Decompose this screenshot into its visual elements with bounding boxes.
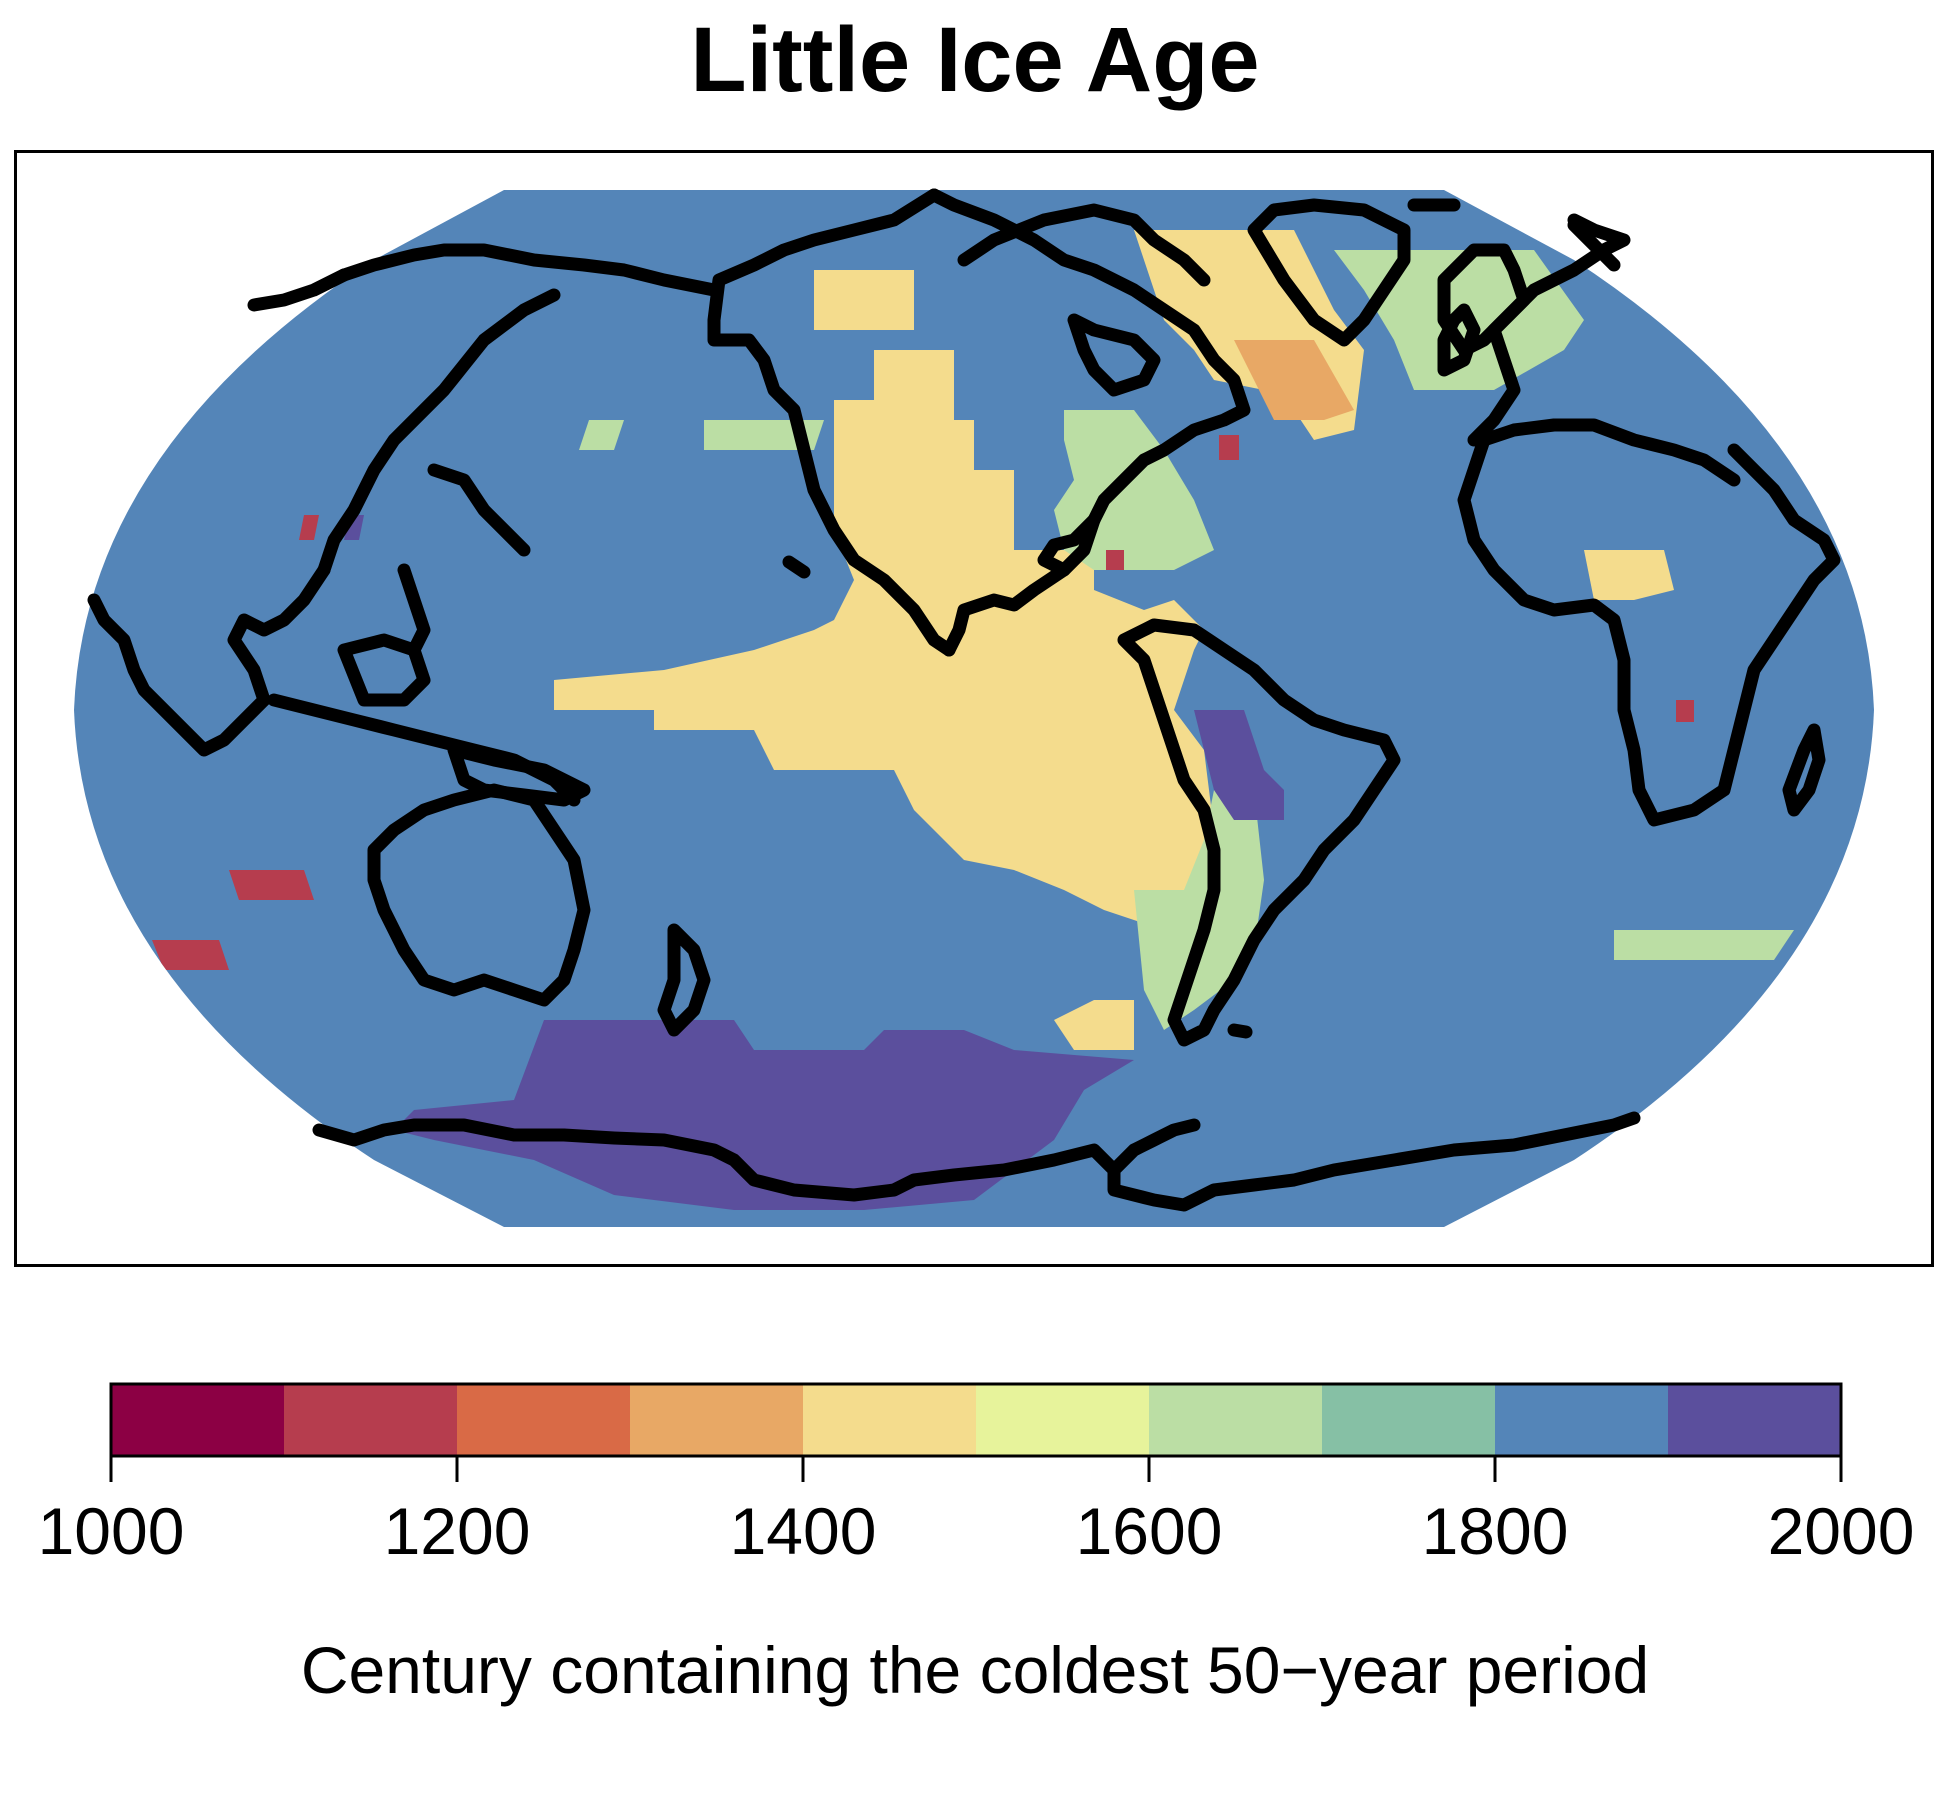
map-title: Little Ice Age	[690, 9, 1260, 111]
coastline-new-zealand	[657, 923, 711, 1037]
coastline-new-guinea	[447, 743, 591, 807]
coastline-south-america	[1117, 618, 1401, 1047]
colorbar: 1000 1200 1400 1600 1800 2000	[38, 1382, 1915, 1568]
region-cell-north-pacific-central-	[579, 420, 624, 450]
coastline-asia-north	[247, 268, 351, 312]
coastline-alaska	[337, 243, 721, 297]
colorbar-bin-1900	[1668, 1384, 1841, 1456]
region-cell-southern-ocean-west-antarctica	[394, 1020, 1134, 1210]
colorbar-border	[109, 1382, 1843, 1458]
world-map	[74, 188, 1874, 1227]
coastlines	[87, 188, 1841, 1212]
region-cell-central-pacific	[814, 270, 914, 330]
colorbar-bin-1200	[457, 1384, 630, 1456]
colorbar-bin-1600	[1149, 1384, 1322, 1456]
colorbar-bin-1700	[1322, 1384, 1495, 1456]
region-cell-northwest-atlantic	[1234, 340, 1354, 420]
coastline-borneo	[337, 633, 431, 707]
colorbar-tick-label-1200: 1200	[384, 1494, 531, 1568]
colorbar-label: Century containing the coldest 50−year p…	[300, 1633, 1650, 1707]
coastline-mediterranean	[1477, 418, 1741, 487]
region-cell-northern-africa	[1584, 550, 1674, 600]
coastline-east-asia	[227, 563, 331, 707]
coastline-kamchatka	[317, 288, 561, 577]
coastline-madagascar	[1782, 723, 1826, 817]
region-cell-western-pacific-south-	[1676, 700, 1694, 722]
colorbar-bin-1800	[1495, 1384, 1668, 1456]
region-cell-western-pacific-south-	[1106, 550, 1124, 570]
region-cell-western-pacific-south-	[1219, 435, 1239, 460]
colorbar-tick-label-1600: 1600	[1076, 1494, 1223, 1568]
region-cell-southern-indian-ocean	[1614, 930, 1794, 960]
colorbar-tick-label-2000: 2000	[1768, 1494, 1915, 1568]
coastline-gulf-mexico	[1037, 513, 1101, 577]
colorbar-tick-label-1400: 1400	[730, 1494, 877, 1568]
colorbar-tick-label-1000: 1000	[38, 1494, 185, 1568]
coastline-greenland	[1247, 198, 1411, 347]
region-cell-western-pacific-south-	[299, 515, 319, 540]
coastline-australia	[367, 783, 591, 1007]
region-cell-southern-south-america	[1134, 790, 1264, 1030]
region-cell-western-pacific-south-	[152, 940, 229, 970]
coastline-philippines	[397, 563, 431, 657]
coastline-canadian-arctic	[957, 203, 1211, 287]
region-cell-central-pacific	[1054, 1000, 1134, 1050]
colorbar-bin-1500	[976, 1384, 1149, 1456]
colorbar-bin-1100	[284, 1384, 457, 1456]
coastline-scandinavia	[1437, 243, 1531, 357]
coastline-south-asia	[87, 593, 271, 757]
coastline-africa	[1457, 433, 1841, 827]
coastline-hudson-bay	[1067, 313, 1161, 397]
region-cell-central-pacific	[554, 350, 1214, 930]
coastline-novaya-zemlya	[1567, 218, 1621, 272]
coastline-antarctica	[312, 1111, 1641, 1212]
coastline-falklands	[1227, 1023, 1253, 1039]
colorbar-bin-1000	[111, 1384, 284, 1456]
coastline-north-america-east	[927, 188, 1251, 657]
colorbar-bin-1400	[803, 1384, 976, 1456]
coastline-north-america-west	[707, 188, 956, 657]
coastline-hawaii	[782, 555, 811, 579]
coastline-british-isles	[1437, 303, 1481, 377]
colorbar-tick-label-1800: 1800	[1422, 1494, 1569, 1568]
coastline-japan	[427, 463, 531, 557]
region-cell-central-south-america	[1194, 710, 1284, 820]
coastline-antarctic-peninsula	[1107, 1118, 1201, 1177]
region-cell-western-pacific-south-	[229, 870, 314, 900]
colorbar-bin-1300	[630, 1384, 803, 1456]
